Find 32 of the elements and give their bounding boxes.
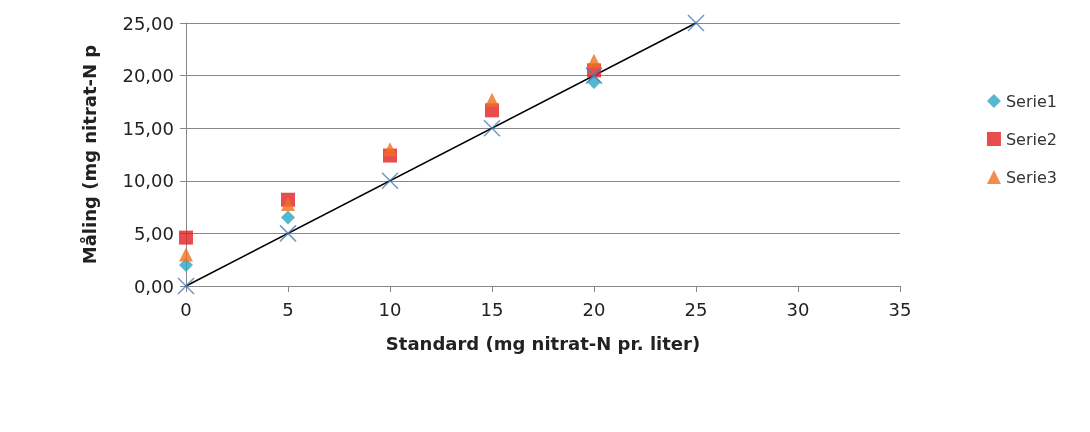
point — [177, 277, 195, 295]
y-tick-label: 10,00 — [122, 170, 174, 192]
point — [485, 92, 499, 107]
y-tick-label: 20,00 — [122, 65, 174, 87]
x-tick-label: 25 — [684, 298, 708, 320]
point — [585, 66, 603, 85]
y-tick-label: 5,00 — [133, 222, 174, 244]
point — [687, 14, 705, 32]
legend-label: Serie3 — [1005, 167, 1057, 187]
x-tick-label: 15 — [480, 298, 504, 320]
x-tick-label: 10 — [378, 298, 402, 320]
point — [179, 230, 193, 245]
point — [383, 142, 397, 157]
point — [483, 119, 501, 137]
y-tick-label: 0,00 — [133, 275, 174, 297]
legend-label: Serie2 — [1005, 129, 1057, 149]
point — [381, 172, 399, 190]
point — [281, 210, 295, 225]
y-axis-title: Måling (mg nitrat-N p — [78, 44, 100, 265]
x-tick-label: 20 — [582, 298, 606, 320]
x-tick-label: 35 — [888, 298, 912, 320]
x-tick-label: 5 — [282, 298, 294, 320]
x-tick-label: 0 — [180, 298, 192, 320]
point — [587, 53, 601, 68]
point — [279, 224, 297, 243]
point — [179, 247, 193, 262]
point — [281, 196, 295, 211]
legend-label: Serie1 — [1005, 91, 1057, 111]
x-tick-label: 30 — [786, 298, 810, 320]
x-axis-title: Standard (mg nitrat-N pr. liter) — [385, 332, 701, 354]
y-tick-label: 25,00 — [122, 12, 174, 34]
y-tick-label: 15,00 — [122, 117, 174, 139]
